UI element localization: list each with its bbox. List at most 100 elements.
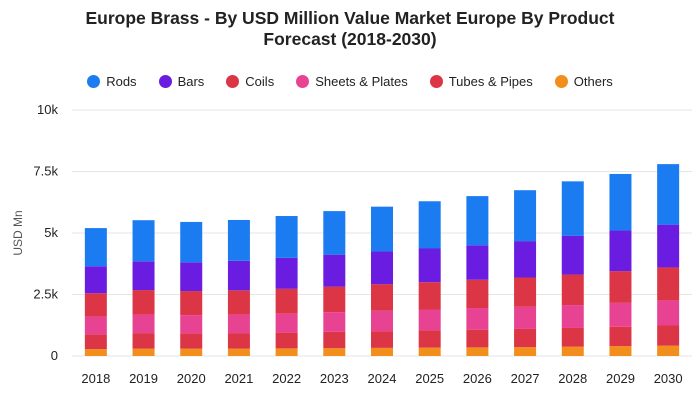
bar-segment-tubes-pipes — [609, 326, 632, 347]
bar-segment-bars — [275, 257, 298, 289]
bar-segment-tubes-pipes — [275, 332, 298, 349]
bar-segment-tubes-pipes — [132, 333, 155, 349]
bar-segment-tubes-pipes — [323, 331, 346, 349]
y-tick-label: 7.5k — [33, 164, 58, 179]
bar-segment-bars — [132, 261, 155, 291]
bar-segment-others — [227, 348, 250, 356]
bar-segment-others — [371, 347, 393, 356]
x-tick-label: 2019 — [129, 371, 158, 386]
bar-segment-coils — [132, 290, 155, 315]
bar-segment-coils — [466, 279, 489, 309]
bar-segment-tubes-pipes — [84, 334, 107, 350]
bar-segment-sheets-plates — [84, 316, 107, 335]
bar-segment-coils — [371, 284, 393, 311]
y-tick-label: 5k — [44, 225, 58, 240]
bar-segment-others — [657, 345, 680, 356]
x-tick-label: 2026 — [463, 371, 492, 386]
bar-segment-coils — [418, 282, 441, 310]
bar-segment-bars — [84, 266, 107, 294]
x-tick-label: 2028 — [558, 371, 587, 386]
legend-item[interactable]: Others — [554, 74, 613, 89]
chart-title-line-1: Europe Brass - By USD Million Value Mark… — [85, 8, 615, 28]
bar-segment-tubes-pipes — [514, 328, 537, 348]
bar-segment-rods — [466, 196, 489, 246]
x-tick-label: 2023 — [320, 371, 349, 386]
bar-segment-tubes-pipes — [418, 330, 441, 348]
y-tick-label: 2.5k — [33, 287, 58, 302]
y-tick-label: 10k — [37, 102, 58, 117]
legend-swatch-icon — [554, 75, 568, 88]
x-tick-label: 2030 — [654, 371, 683, 386]
bar-segment-sheets-plates — [609, 302, 632, 327]
bar-segment-bars — [227, 260, 250, 291]
bar-segment-sheets-plates — [561, 305, 584, 328]
x-tick-label: 2022 — [272, 371, 301, 386]
bar-segment-sheets-plates — [323, 312, 346, 332]
bar-segment-rods — [371, 206, 393, 252]
bar-segment-rods — [323, 211, 346, 255]
bar-segment-bars — [514, 241, 537, 278]
bar-segment-sheets-plates — [418, 309, 441, 331]
legend-swatch-icon — [296, 75, 310, 88]
x-tick-label: 2024 — [368, 371, 397, 386]
x-tick-label: 2020 — [177, 371, 206, 386]
bar-segment-others — [561, 346, 584, 356]
bar-segment-bars — [657, 224, 680, 268]
bar-segment-sheets-plates — [466, 308, 489, 330]
x-tick-label: 2025 — [415, 371, 444, 386]
bar-segment-sheets-plates — [132, 314, 155, 334]
bar-segment-tubes-pipes — [657, 325, 680, 346]
legend-label: Tubes & Pipes — [448, 74, 533, 89]
legend-swatch-icon — [158, 75, 172, 88]
bar-segment-others — [132, 348, 155, 356]
bar-segment-rods — [84, 228, 107, 267]
legend-item[interactable]: Sheets & Plates — [296, 74, 408, 89]
bar-segment-rods — [132, 220, 155, 262]
bar-segment-others — [84, 349, 107, 356]
bar-segment-bars — [180, 262, 203, 292]
bar-segment-rods — [657, 164, 680, 225]
legend-swatch-icon — [226, 75, 240, 88]
bar-segment-others — [514, 347, 537, 356]
legend-label: Sheets & Plates — [315, 74, 408, 89]
bar-segment-rods — [418, 201, 441, 249]
legend-item[interactable]: Tubes & Pipes — [429, 74, 533, 89]
bar-segment-coils — [227, 290, 250, 315]
bar-segment-tubes-pipes — [180, 333, 203, 349]
bar-segment-sheets-plates — [180, 315, 203, 334]
chart-title-line-2: Forecast (2018-2030) — [263, 29, 437, 49]
bar-segment-bars — [418, 248, 441, 283]
bar-segment-coils — [180, 291, 203, 316]
legend-item[interactable]: Bars — [158, 74, 204, 89]
bar-segment-others — [323, 348, 346, 356]
bar-segment-others — [418, 347, 441, 356]
legend-swatch-icon — [429, 75, 443, 88]
bar-segment-sheets-plates — [371, 310, 393, 332]
bar-segment-others — [609, 346, 632, 356]
legend-item[interactable]: Coils — [226, 74, 274, 89]
bar-segment-coils — [275, 288, 298, 314]
bar-segment-sheets-plates — [227, 314, 250, 334]
bar-segment-tubes-pipes — [466, 329, 489, 348]
bar-segment-coils — [514, 277, 537, 307]
bar-segment-tubes-pipes — [371, 331, 393, 348]
bar-segment-bars — [466, 245, 489, 280]
bar-segment-coils — [657, 267, 680, 301]
x-tick-label: 2021 — [224, 371, 253, 386]
bar-segment-others — [275, 348, 298, 356]
chart-title: Europe Brass - By USD Million Value Mark… — [0, 8, 700, 50]
x-tick-label: 2029 — [606, 371, 635, 386]
bar-segment-coils — [609, 271, 632, 303]
bar-segment-sheets-plates — [275, 313, 298, 333]
y-tick-label: 0 — [51, 348, 58, 363]
bar-segment-others — [466, 347, 489, 356]
bar-segment-coils — [323, 286, 346, 313]
x-tick-label: 2027 — [511, 371, 540, 386]
bar-segment-coils — [84, 293, 107, 317]
legend-item[interactable]: Rods — [87, 74, 137, 89]
bar-segment-sheets-plates — [657, 300, 680, 326]
bar-segment-bars — [323, 254, 346, 287]
legend-label: Coils — [245, 74, 275, 89]
legend-swatch-icon — [87, 75, 101, 88]
